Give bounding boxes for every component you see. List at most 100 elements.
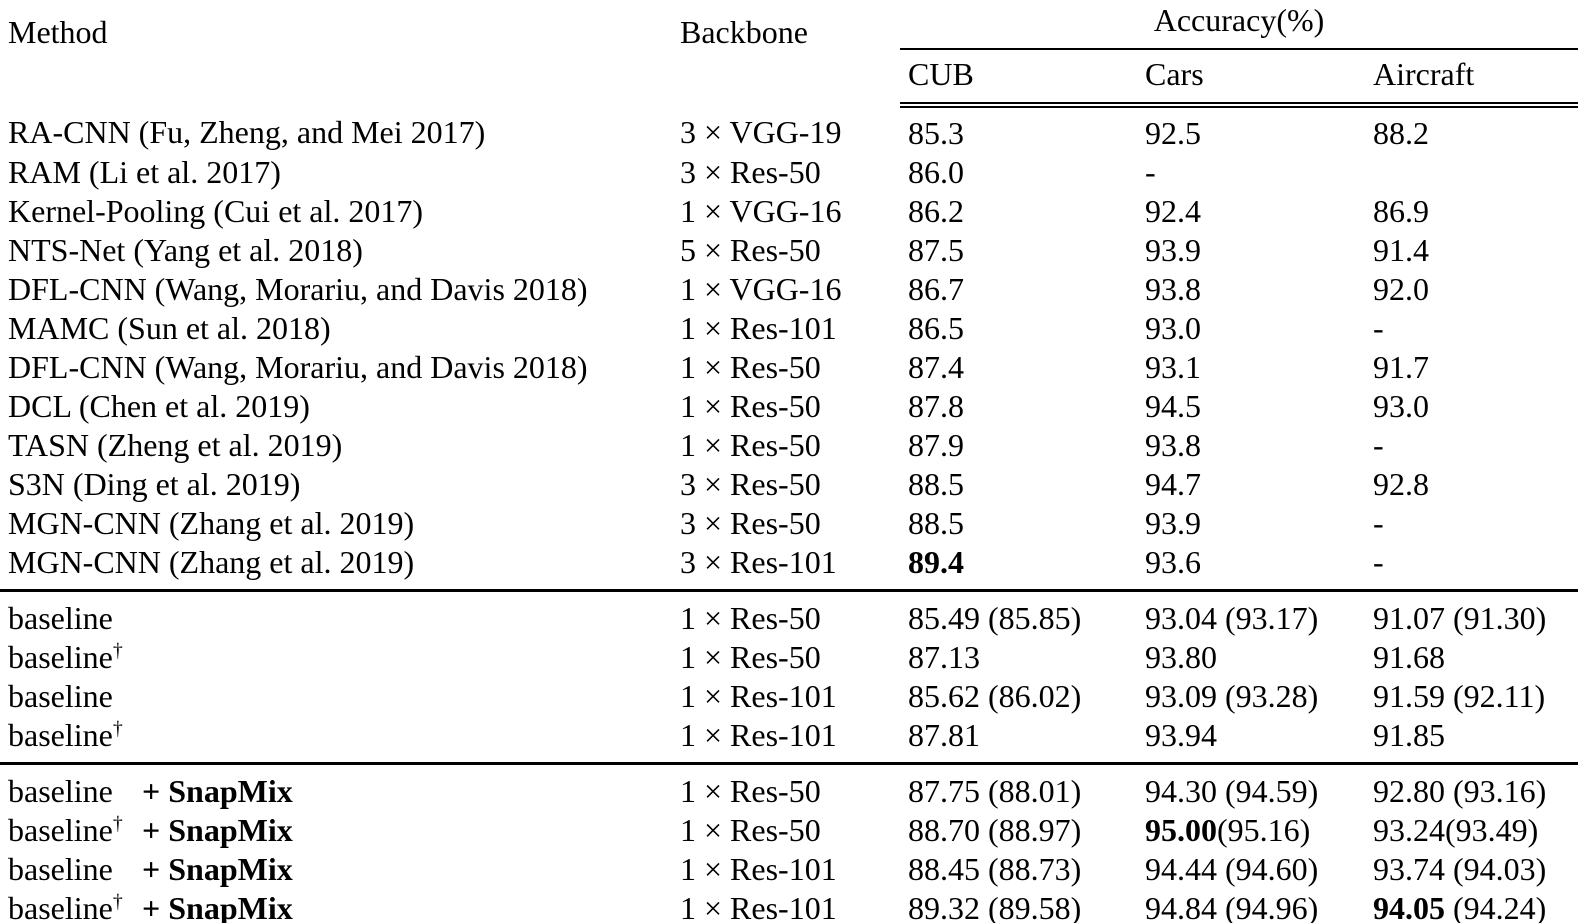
method-cell: baseline† <box>0 638 672 677</box>
aircraft-accuracy-cell: 91.7 <box>1373 349 1429 385</box>
method-cell: baseline† + SnapMix <box>0 889 672 923</box>
method-name: MGN-CNN (Zhang et al. 2019) <box>8 505 415 541</box>
cub-accuracy-cell: 85.3 <box>908 115 964 151</box>
method-cell: RA-CNN (Fu, Zheng, and Mei 2017) <box>0 105 672 153</box>
cub-accuracy-cell: 89.32 (89.58) <box>908 890 1082 923</box>
dagger-superscript: † <box>112 812 123 835</box>
aircraft-accuracy-cell: 93.0 <box>1373 388 1429 424</box>
cars-accuracy-cell: 95.00(95.16) <box>1145 812 1311 848</box>
backbone-cell: 3 × VGG-19 <box>680 113 842 150</box>
aircraft-accuracy-cell: 94.05 (94.24) <box>1373 890 1547 923</box>
method-name: baseline† <box>8 717 123 753</box>
cars-accuracy-cell: 94.7 <box>1145 466 1201 502</box>
dagger-superscript: † <box>112 890 123 913</box>
backbone-cell: 3 × Res-50 <box>680 505 821 541</box>
aircraft-accuracy-cell: 93.74 (94.03) <box>1373 851 1547 887</box>
table-row: baseline + SnapMix 1 × Res-50 87.75 (88.0… <box>0 762 1578 811</box>
table-row: DCL (Chen et al. 2019) 1 × Res-50 87.8 9… <box>0 387 1578 426</box>
cub-accuracy-cell: 86.0 <box>908 154 964 190</box>
table-row: baseline + SnapMix 1 × Res-101 88.45 (88.… <box>0 850 1578 889</box>
aircraft-accuracy-cell: - <box>1373 544 1384 580</box>
backbone-cell: 1 × Res-50 <box>680 639 821 675</box>
snapmix-suffix: + SnapMix <box>142 890 293 923</box>
cub-accuracy-cell: 88.5 <box>908 466 964 502</box>
method-cell: DCL (Chen et al. 2019) <box>0 387 672 426</box>
cub-accuracy-cell: 87.75 (88.01) <box>900 762 1137 811</box>
method-cell: MAMC (Sun et al. 2018) <box>0 309 672 348</box>
table-row: baseline 1 × Res-50 85.49 (85.85) 93.04 … <box>0 589 1578 638</box>
table-row: MAMC (Sun et al. 2018) 1 × Res-101 86.5 … <box>0 309 1578 348</box>
section-baselines: baseline 1 × Res-50 85.49 (85.85) 93.04 … <box>0 589 1578 764</box>
aircraft-accuracy-cell: 92.8 <box>1373 466 1429 502</box>
table-row: MGN-CNN (Zhang et al. 2019) 3 × Res-101 … <box>0 543 1578 591</box>
backbone-cell: 3 × Res-50 <box>680 154 821 190</box>
backbone-cell: 1 × Res-50 <box>680 812 821 848</box>
table-row: DFL-CNN (Wang, Morariu, and Davis 2018) … <box>0 270 1578 309</box>
cars-accuracy-cell: 93.04 (93.17) <box>1137 589 1365 638</box>
backbone-cell: 1 × VGG-16 <box>680 193 842 229</box>
table-row: S3N (Ding et al. 2019) 3 × Res-50 88.5 9… <box>0 465 1578 504</box>
method-cell: S3N (Ding et al. 2019) <box>0 465 672 504</box>
col-header-aircraft: Aircraft <box>1365 49 1578 108</box>
cub-accuracy-cell: 89.4 <box>908 544 964 580</box>
cub-accuracy-cell: 87.4 <box>908 349 964 385</box>
cub-accuracy-cell: 86.5 <box>908 310 964 346</box>
method-cell: DFL-CNN (Wang, Morariu, and Davis 2018) <box>0 348 672 387</box>
table-row: TASN (Zheng et al. 2019) 1 × Res-50 87.9… <box>0 426 1578 465</box>
cub-accuracy-cell: 87.81 <box>908 717 980 753</box>
cub-accuracy-cell: 87.5 <box>908 232 964 268</box>
backbone-cell: 3 × Res-101 <box>680 544 837 580</box>
method-name: baseline <box>8 851 113 887</box>
backbone-cell: 1 × Res-101 <box>680 717 837 753</box>
backbone-cell: 5 × Res-50 <box>680 232 821 268</box>
method-cell: baseline <box>0 677 672 716</box>
method-name: MAMC (Sun et al. 2018) <box>8 310 331 346</box>
cub-accuracy-cell: 86.7 <box>908 271 964 307</box>
backbone-cell: 1 × Res-50 <box>680 388 821 424</box>
backbone-cell: 1 × Res-50 <box>680 349 821 385</box>
cub-accuracy-cell: 86.2 <box>908 193 964 229</box>
col-header-backbone: Backbone <box>680 14 808 50</box>
backbone-cell: 1 × Res-101 <box>680 851 837 887</box>
snapmix-suffix: + SnapMix <box>142 812 293 848</box>
aircraft-accuracy-cell: 91.85 <box>1373 717 1445 753</box>
header-row-top: Method Backbone Accuracy(%) <box>0 0 1578 50</box>
aircraft-accuracy-cell: - <box>1373 427 1384 463</box>
aircraft-accuracy-cell: 91.59 (92.11) <box>1373 678 1546 714</box>
cars-accuracy-cell: 94.5 <box>1145 388 1201 424</box>
method-cell: MGN-CNN (Zhang et al. 2019) <box>0 504 672 543</box>
cars-accuracy-cell: 93.09 (93.28) <box>1145 678 1319 714</box>
method-cell: baseline† + SnapMix <box>0 811 672 850</box>
cars-accuracy-cell: 94.84 (94.96) <box>1145 890 1319 923</box>
cub-accuracy-cell: 87.9 <box>908 427 964 463</box>
table-row: baseline 1 × Res-101 85.62 (86.02) 93.09… <box>0 677 1578 716</box>
section-baselines-plus-snapmix: baseline + SnapMix 1 × Res-50 87.75 (88.0… <box>0 762 1578 923</box>
table-row: RAM (Li et al. 2017) 3 × Res-50 86.0 - <box>0 153 1578 192</box>
cars-accuracy-cell: 93.6 <box>1145 544 1201 580</box>
dagger-superscript: † <box>112 717 123 740</box>
cub-accuracy-cell: 85.62 (86.02) <box>908 678 1082 714</box>
method-cell: RAM (Li et al. 2017) <box>0 153 672 192</box>
method-name: NTS-Net (Yang et al. 2018) <box>8 232 363 268</box>
method-cell: MGN-CNN (Zhang et al. 2019) <box>0 543 672 591</box>
method-cell: NTS-Net (Yang et al. 2018) <box>0 231 672 270</box>
col-header-method: Method <box>8 14 108 50</box>
method-name: DCL (Chen et al. 2019) <box>8 388 310 424</box>
method-cell: baseline + SnapMix <box>0 850 672 889</box>
cars-accuracy-cell: 94.30 (94.59) <box>1137 762 1365 811</box>
method-name: baseline <box>8 600 113 636</box>
aircraft-accuracy-cell: - <box>1373 310 1384 346</box>
cars-accuracy-cell: 94.44 (94.60) <box>1145 851 1319 887</box>
col-header-cub: CUB <box>900 49 1137 108</box>
cub-accuracy-cell: 85.49 (85.85) <box>900 589 1137 638</box>
cars-accuracy-cell: 93.9 <box>1145 505 1201 541</box>
method-name: DFL-CNN (Wang, Morariu, and Davis 2018) <box>8 271 588 307</box>
method-name: baseline <box>8 773 113 809</box>
method-name: RA-CNN (Fu, Zheng, and Mei 2017) <box>8 113 486 150</box>
aircraft-accuracy-cell: 92.80 (93.16) <box>1365 762 1578 811</box>
header-row-sub: CUB Cars Aircraft <box>0 49 1578 108</box>
cub-accuracy-cell: 87.8 <box>908 388 964 424</box>
cars-accuracy-cell: 93.8 <box>1145 271 1201 307</box>
aircraft-accuracy-cell: 88.2 <box>1373 115 1429 151</box>
aircraft-accuracy-cell: 86.9 <box>1373 193 1429 229</box>
